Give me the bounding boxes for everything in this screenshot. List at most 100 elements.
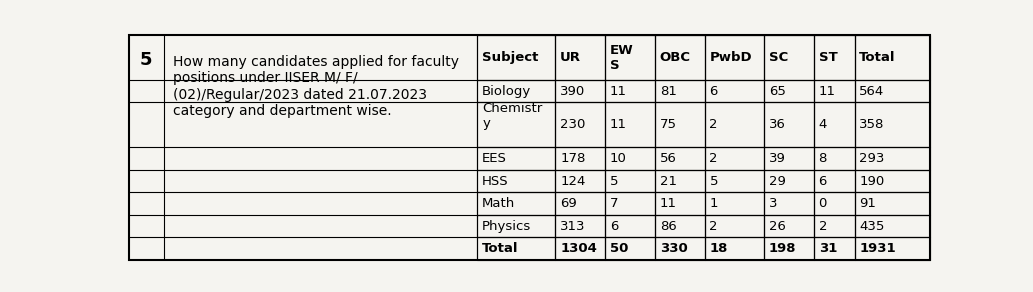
Bar: [605, 35, 655, 80]
Bar: [556, 237, 605, 260]
Bar: [605, 80, 655, 102]
Bar: [764, 35, 814, 80]
Text: 3: 3: [769, 197, 778, 210]
Text: 86: 86: [660, 220, 677, 233]
Bar: [477, 192, 556, 215]
Bar: [605, 215, 655, 237]
Bar: [814, 192, 854, 215]
Bar: [605, 237, 655, 260]
Text: 21: 21: [660, 175, 677, 188]
Bar: [477, 35, 556, 80]
Text: ST: ST: [818, 51, 838, 64]
Bar: [655, 192, 705, 215]
Bar: [605, 102, 655, 147]
Text: 75: 75: [660, 119, 677, 131]
Bar: [655, 215, 705, 237]
Bar: [854, 102, 930, 147]
Text: 313: 313: [560, 220, 586, 233]
Bar: [477, 237, 556, 260]
Bar: [655, 170, 705, 192]
Bar: [705, 35, 764, 80]
Bar: [605, 147, 655, 170]
Text: 190: 190: [859, 175, 884, 188]
Bar: [764, 102, 814, 147]
Bar: [705, 215, 764, 237]
Bar: [477, 80, 556, 102]
Text: How many candidates applied for faculty
positions under IISER M/ F/
(02)/Regular: How many candidates applied for faculty …: [174, 55, 459, 118]
Bar: [556, 147, 605, 170]
Bar: [556, 102, 605, 147]
Text: EES: EES: [482, 152, 507, 165]
Text: 198: 198: [769, 242, 796, 255]
Bar: [764, 80, 814, 102]
Text: 50: 50: [609, 242, 628, 255]
Text: 2: 2: [710, 152, 718, 165]
Bar: [477, 102, 556, 147]
Text: HSS: HSS: [482, 175, 509, 188]
Text: 36: 36: [769, 119, 786, 131]
Text: 124: 124: [560, 175, 586, 188]
Text: 5: 5: [710, 175, 718, 188]
Text: 11: 11: [818, 85, 836, 98]
Text: 39: 39: [769, 152, 786, 165]
Text: 11: 11: [660, 197, 677, 210]
Text: 2: 2: [818, 220, 827, 233]
Text: 2: 2: [710, 220, 718, 233]
Bar: [705, 192, 764, 215]
Text: Biology: Biology: [482, 85, 531, 98]
Bar: [655, 147, 705, 170]
Text: 5: 5: [609, 175, 619, 188]
Text: PwbD: PwbD: [710, 51, 752, 64]
Bar: [814, 237, 854, 260]
Bar: [477, 170, 556, 192]
Bar: [764, 237, 814, 260]
Text: 11: 11: [609, 85, 627, 98]
Text: 69: 69: [560, 197, 577, 210]
Bar: [764, 192, 814, 215]
Bar: [854, 35, 930, 80]
Bar: [477, 147, 556, 170]
Text: 358: 358: [859, 119, 884, 131]
Text: 5: 5: [140, 51, 153, 69]
Text: SC: SC: [769, 51, 788, 64]
Text: 230: 230: [560, 119, 586, 131]
Bar: [814, 102, 854, 147]
Bar: [655, 35, 705, 80]
Text: Total: Total: [859, 51, 896, 64]
Bar: [764, 147, 814, 170]
Text: 6: 6: [609, 220, 619, 233]
Text: EW
S: EW S: [609, 44, 633, 72]
Bar: [655, 80, 705, 102]
Text: 56: 56: [660, 152, 677, 165]
Bar: [764, 215, 814, 237]
Bar: [556, 35, 605, 80]
Bar: [605, 192, 655, 215]
Text: 0: 0: [818, 197, 827, 210]
Bar: [705, 80, 764, 102]
Text: 65: 65: [769, 85, 786, 98]
Bar: [556, 80, 605, 102]
Bar: [854, 215, 930, 237]
Bar: [814, 170, 854, 192]
Bar: [814, 35, 854, 80]
Bar: [854, 80, 930, 102]
Text: 1: 1: [710, 197, 718, 210]
Bar: [556, 215, 605, 237]
Bar: [854, 237, 930, 260]
Bar: [705, 102, 764, 147]
Bar: [556, 192, 605, 215]
Text: 7: 7: [609, 197, 619, 210]
Bar: [705, 170, 764, 192]
Bar: [854, 147, 930, 170]
Text: 29: 29: [769, 175, 786, 188]
Text: 293: 293: [859, 152, 884, 165]
Bar: [705, 147, 764, 170]
Text: 10: 10: [609, 152, 627, 165]
Text: 435: 435: [859, 220, 884, 233]
Bar: [605, 170, 655, 192]
Text: 8: 8: [818, 152, 827, 165]
Bar: [705, 237, 764, 260]
Text: Physics: Physics: [482, 220, 531, 233]
Text: OBC: OBC: [660, 51, 691, 64]
Text: 91: 91: [859, 197, 876, 210]
